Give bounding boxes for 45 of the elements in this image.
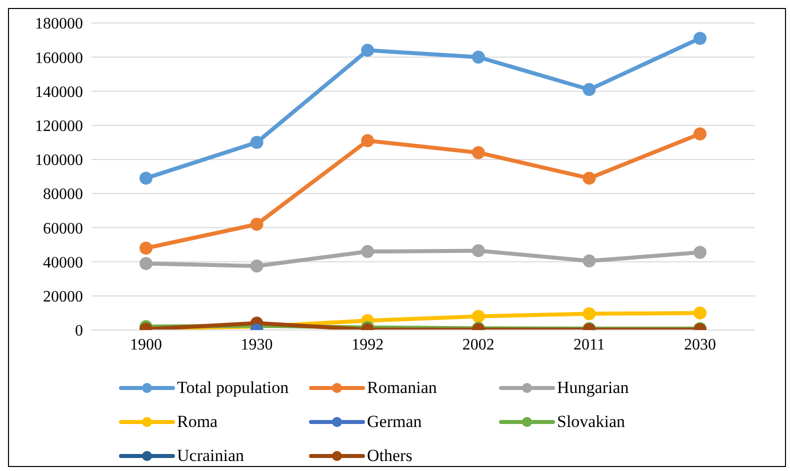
- point: [250, 260, 264, 273]
- point: [582, 83, 596, 96]
- point: [582, 172, 596, 185]
- point: [472, 146, 485, 160]
- y-tick-label: 120000: [35, 118, 83, 136]
- legend-label: Slovakian: [557, 412, 625, 432]
- point: [694, 306, 706, 320]
- x-tick-label: 1900: [130, 336, 162, 354]
- point: [361, 44, 374, 57]
- legend-label: Roma: [177, 412, 218, 432]
- legend-label: Others: [367, 446, 412, 466]
- point: [472, 310, 485, 323]
- legend-label: Romanian: [367, 378, 437, 398]
- y-tick-label: 160000: [35, 50, 83, 67]
- point: [694, 32, 706, 45]
- point: [361, 245, 374, 258]
- x-tick-label: 2002: [462, 336, 494, 354]
- y-tick-label: 80000: [43, 186, 83, 204]
- y-tick-label: 140000: [35, 84, 83, 101]
- x-tick-label: 2030: [684, 336, 716, 354]
- x-tick-label: 1992: [352, 336, 384, 354]
- point: [140, 172, 152, 185]
- legend-label: Hungarian: [557, 378, 629, 398]
- legend-label: Total population: [177, 378, 289, 398]
- x-tick-label: 2011: [573, 336, 605, 354]
- point: [472, 244, 485, 258]
- point: [582, 307, 596, 320]
- x-tick-label: 1930: [240, 336, 273, 354]
- point: [361, 134, 374, 148]
- y-tick-label: 180000: [35, 16, 83, 33]
- point: [250, 218, 264, 231]
- legend-label: German: [367, 412, 422, 432]
- point: [472, 50, 485, 64]
- y-tick-label: 0: [75, 322, 83, 340]
- y-tick-label: 100000: [35, 152, 83, 170]
- point: [250, 136, 264, 149]
- point: [694, 127, 706, 140]
- point: [140, 256, 152, 270]
- point: [694, 246, 706, 259]
- point: [582, 254, 596, 268]
- y-tick-label: 40000: [43, 254, 83, 272]
- legend-label: Ucrainian: [177, 446, 244, 466]
- point: [140, 242, 152, 255]
- y-tick-label: 20000: [43, 288, 83, 306]
- y-tick-label: 60000: [43, 220, 83, 238]
